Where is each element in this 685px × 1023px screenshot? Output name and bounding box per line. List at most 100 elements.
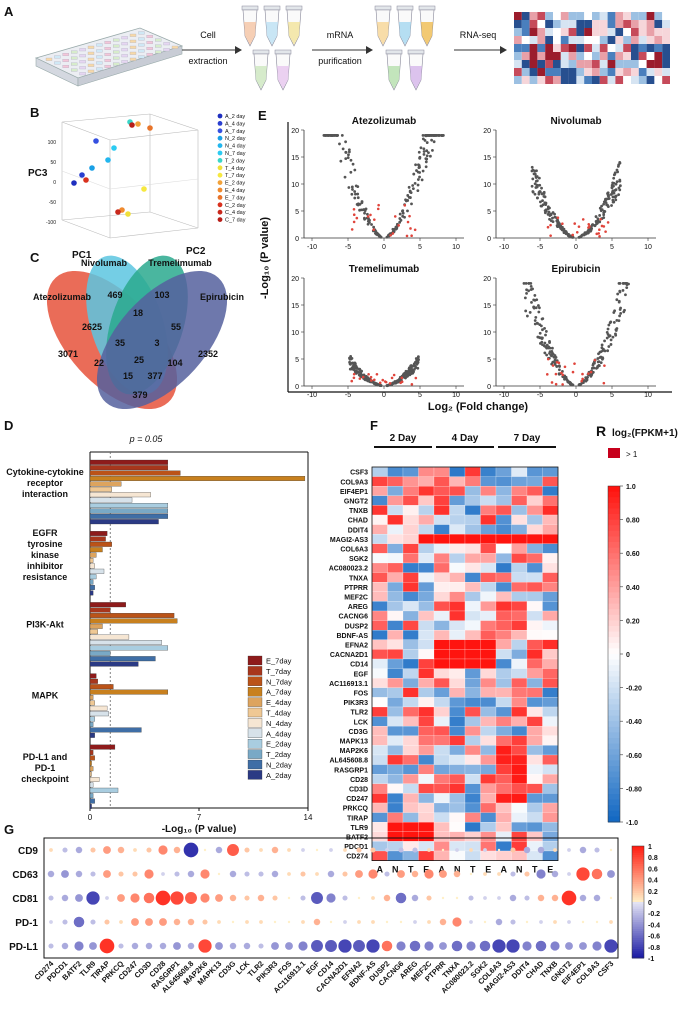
- venn-label-nivolumab: Nivolumab: [81, 258, 128, 268]
- heatmap-cell: [433, 495, 450, 506]
- volcano-point: [534, 315, 538, 319]
- volcano-point: [534, 306, 538, 310]
- bar: [89, 486, 112, 492]
- heatmap-cell: [526, 572, 543, 583]
- dot: [411, 894, 419, 902]
- volcano-point: [356, 192, 360, 196]
- dot: [483, 848, 487, 852]
- volcano-point-highlight: [561, 383, 564, 386]
- pathway-label: kinase: [31, 550, 59, 560]
- legend-gradient-step: [608, 502, 620, 509]
- volcano-point: [612, 320, 616, 324]
- volcano-point-highlight: [595, 232, 599, 236]
- bar: [89, 585, 95, 590]
- dot: [258, 943, 264, 949]
- heatmap-cell: [418, 591, 435, 602]
- heatmap-cell: [495, 543, 512, 554]
- volcano-point: [417, 163, 420, 167]
- heatmap-cell: [418, 812, 435, 823]
- heatmap-cell: [526, 706, 543, 717]
- volcano-point: [406, 374, 409, 378]
- heatmap-row-label: LCK: [354, 719, 368, 726]
- heatmap-cell: [433, 630, 450, 640]
- heatmap-cell: [433, 610, 450, 621]
- heatmap-cell: [371, 543, 388, 554]
- heatmap-cell: [371, 697, 388, 708]
- heatmap-cell: [371, 639, 388, 650]
- volcano-point: [539, 342, 542, 345]
- heatmap-cell: [402, 764, 419, 775]
- well-icon: [121, 54, 128, 58]
- seq-cell: [615, 12, 624, 20]
- volcano-point-highlight: [372, 228, 375, 231]
- heatmap-cell: [511, 812, 528, 823]
- heatmap-cell: [495, 553, 512, 564]
- heatmap-cell: [495, 658, 512, 669]
- volcano-point: [352, 366, 356, 370]
- heatmap-cell: [387, 754, 404, 765]
- dot: [144, 869, 154, 879]
- seq-cell: [521, 44, 530, 52]
- volcano-point: [347, 150, 351, 154]
- dot: [329, 848, 333, 852]
- heatmap-cell: [480, 783, 497, 794]
- seq-cell: [576, 76, 585, 84]
- heatmap-cell: [464, 534, 481, 544]
- legend-gradient-step: [608, 598, 620, 605]
- heatmap-cell: [480, 774, 497, 784]
- heatmap-cell: [526, 524, 543, 535]
- bar: [89, 804, 92, 809]
- volcano-point: [624, 293, 627, 297]
- volcano-point: [533, 172, 537, 176]
- volcano-point: [412, 370, 415, 374]
- volcano-point: [603, 210, 607, 213]
- volcano-point: [590, 373, 594, 377]
- heatmap-cell: [371, 534, 388, 544]
- heatmap-cell: [526, 802, 543, 813]
- heatmap-cell: [418, 822, 435, 832]
- well-icon: [129, 51, 137, 55]
- heatmap-cell: [418, 486, 435, 496]
- volcano-point: [608, 321, 612, 325]
- well-icon: [113, 38, 120, 42]
- heatmap-cell: [433, 831, 450, 842]
- dot: [441, 848, 445, 852]
- volcano-point: [377, 233, 381, 237]
- seq-cell: [568, 68, 577, 76]
- column-label: T: [532, 865, 538, 875]
- seq-cell: [576, 12, 585, 20]
- volcano-point: [399, 218, 403, 222]
- dot: [384, 871, 390, 877]
- heatmap-cell: [526, 582, 543, 592]
- heatmap-cell: [433, 764, 450, 775]
- heatmap-cell: [511, 658, 528, 669]
- legend-gradient-step: [608, 682, 620, 689]
- seq-cell: [576, 60, 585, 68]
- dot: [301, 920, 305, 924]
- dot: [185, 892, 197, 904]
- heatmap-cell: [542, 697, 559, 708]
- volcano-point: [611, 195, 615, 199]
- legend-gradient-step: [608, 777, 620, 784]
- seq-cell: [607, 36, 616, 44]
- volcano-point-highlight: [375, 372, 379, 376]
- heatmap-cell: [433, 668, 450, 679]
- legend-gradient-step: [608, 771, 620, 778]
- heatmap-cell: [418, 697, 435, 708]
- heatmap-cell: [449, 668, 466, 679]
- heatmap-cell: [480, 524, 497, 535]
- dot: [145, 942, 153, 950]
- dot: [174, 871, 180, 877]
- dot: [439, 870, 447, 878]
- well-icon: [62, 59, 69, 62]
- heatmap-row-label: BDNF-AS: [337, 633, 369, 640]
- seq-cell: [537, 76, 546, 84]
- pathway-label: MAPK: [32, 691, 59, 701]
- dot: [371, 896, 375, 900]
- volcano-point: [407, 185, 411, 189]
- volcano-point: [558, 368, 561, 372]
- heatmap-cell: [449, 591, 466, 602]
- volcano-point: [623, 282, 627, 285]
- tube-cap-icon: [418, 5, 436, 11]
- bar: [89, 465, 169, 471]
